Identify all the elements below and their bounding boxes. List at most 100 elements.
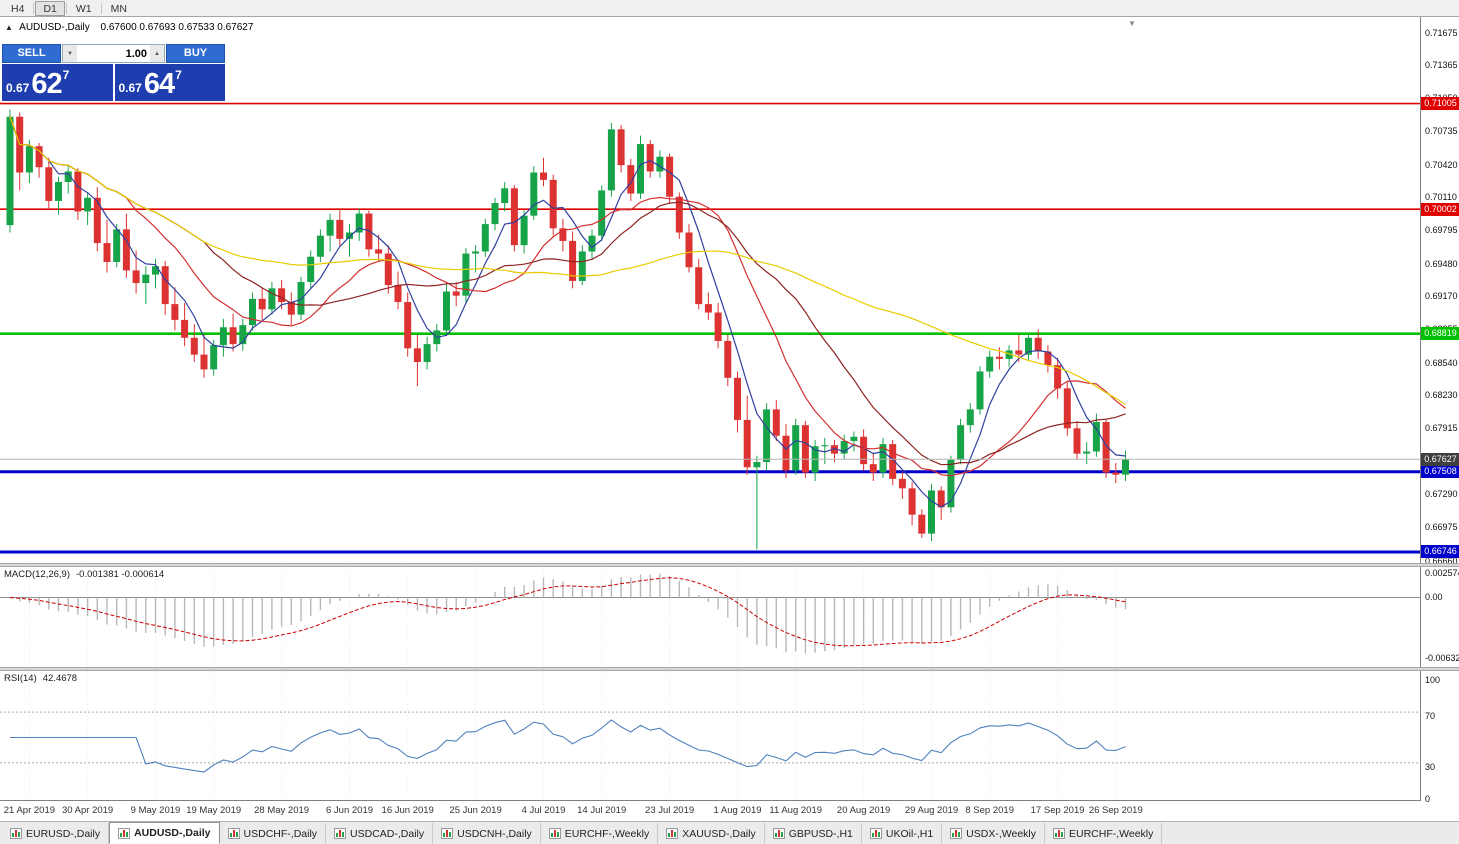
- buy-button[interactable]: BUY: [166, 44, 225, 63]
- rsi-axis-label: 30: [1425, 762, 1436, 772]
- timeframe-button-w1[interactable]: W1: [75, 2, 92, 15]
- date-label: 30 Apr 2019: [61, 805, 114, 816]
- panel-splitter[interactable]: [0, 667, 1459, 671]
- toolbar-separator: [65, 2, 67, 14]
- tab-chart-icon: [772, 828, 785, 839]
- rsi-value: 42.4678: [42, 673, 78, 684]
- lot-size-input[interactable]: [77, 45, 150, 62]
- price-tick-label: 0.71365: [1425, 60, 1458, 71]
- tab-label: USDCNH-,Daily: [457, 827, 532, 840]
- timeframe-button-d1[interactable]: D1: [35, 0, 65, 16]
- date-label: 1 Aug 2019: [713, 805, 762, 816]
- buy-price-big: 64: [143, 68, 175, 100]
- timeframe-toolbar: H4 D1 W1 MN: [0, 0, 1459, 17]
- date-label: 20 Aug 2019: [836, 805, 891, 816]
- tab-label: EURCHF-,Weekly: [564, 827, 650, 840]
- candlestick-series: [6, 109, 1129, 550]
- chart-symbol-label: AUDUSD-,Daily: [19, 22, 90, 33]
- tab-chart-icon: [548, 828, 561, 839]
- tab-label: EURCHF-,Weekly: [1069, 827, 1154, 840]
- price-tick-label: 0.69170: [1425, 291, 1458, 302]
- toolbar-separator: [33, 2, 35, 14]
- price-tick-label: 0.71675: [1425, 27, 1458, 38]
- panel-splitter[interactable]: [0, 563, 1459, 567]
- tab-chart-icon: [869, 828, 882, 839]
- hline-price-tag: 0.70002: [1421, 202, 1459, 216]
- macd-values: -0.001381 -0.000614: [76, 569, 165, 580]
- chart-tab[interactable]: XAUUSD-,Daily: [658, 823, 765, 844]
- chart-title: ▲ AUDUSD-,Daily 0.67600 0.67693 0.67533 …: [5, 22, 253, 33]
- moving-average-13: [9, 116, 1126, 477]
- current-price-tag: 0.67627: [1421, 452, 1459, 466]
- date-label: 28 May 2019: [254, 805, 310, 816]
- hline-price-tag: 0.68819: [1421, 327, 1459, 341]
- tab-chart-icon: [950, 828, 963, 839]
- date-label: 9 May 2019: [130, 805, 181, 816]
- lot-decrease-button[interactable]: ▼: [63, 45, 77, 62]
- rsi-axis-label: 0: [1425, 794, 1431, 804]
- sell-price-big: 62: [31, 68, 62, 100]
- date-label: 8 Sep 2019: [965, 805, 1014, 816]
- moving-average-5: [9, 116, 1126, 508]
- macd-panel: MACD(12,26,9) -0.001381 -0.000614: [0, 567, 1420, 667]
- chart-tab[interactable]: EURUSD-,Daily: [2, 823, 110, 844]
- date-label: 17 Sep 2019: [1030, 805, 1085, 816]
- tab-label: GBPUSD-,H1: [788, 827, 853, 840]
- tab-chart-icon: [441, 828, 454, 839]
- chart-shift-marker[interactable]: ▼: [1128, 19, 1136, 28]
- lot-size-control: ▼ ▲: [62, 44, 165, 63]
- date-label: 4 Jul 2019: [521, 805, 566, 816]
- macd-indicator-label: MACD(12,26,9) -0.001381 -0.000614: [4, 569, 164, 580]
- tab-chart-icon: [1053, 828, 1065, 839]
- chart-tab[interactable]: UKOil-,H1: [862, 823, 943, 844]
- tab-chart-icon: [227, 828, 240, 839]
- chart-tab[interactable]: EURCHF-,Weekly: [541, 823, 659, 844]
- lot-increase-button[interactable]: ▲: [150, 45, 164, 62]
- price-chart[interactable]: ▲ AUDUSD-,Daily 0.67600 0.67693 0.67533 …: [0, 17, 1420, 563]
- price-tick-label: 0.69480: [1425, 258, 1458, 269]
- sell-price-prefix: 0.67: [6, 81, 30, 95]
- rsi-line: [10, 719, 1126, 773]
- date-label: 11 Aug 2019: [769, 805, 823, 816]
- hline-price-tag: 0.71005: [1421, 97, 1459, 111]
- macd-signal-line: [9, 577, 1126, 647]
- chart-tab[interactable]: AUDUSD-,Daily: [109, 822, 220, 844]
- price-axis[interactable]: 0.716750.713650.710500.707350.704200.701…: [1420, 17, 1459, 804]
- tab-label: USDX-,Weekly: [966, 827, 1036, 840]
- rsi-axis-label: 100: [1425, 675, 1441, 685]
- timeframe-button-h4[interactable]: H4: [11, 2, 25, 15]
- rsi-canvas[interactable]: [0, 671, 1420, 800]
- sell-button[interactable]: SELL: [2, 44, 61, 63]
- chart-tab[interactable]: USDCHF-,Daily: [220, 823, 327, 844]
- buy-price-display[interactable]: 0.67 64 7: [114, 64, 225, 101]
- macd-name: MACD(12,26,9): [4, 569, 70, 580]
- chart-tab[interactable]: USDX-,Weekly: [942, 823, 1045, 844]
- macd-axis-label: 0.002574: [1425, 568, 1459, 578]
- sell-price-display[interactable]: 0.67 62 7: [2, 64, 113, 101]
- price-tick-label: 0.68540: [1425, 357, 1458, 368]
- tab-label: USDCAD-,Daily: [350, 827, 425, 840]
- chart-tab-bar: EURUSD-,Daily AUDUSD-,Daily USDCHF-,Daily U…: [0, 821, 1459, 844]
- tab-chart-icon: [10, 828, 22, 839]
- sell-price-pipette: 7: [62, 68, 70, 82]
- chart-tab[interactable]: GBPUSD-,H1: [765, 823, 862, 844]
- tab-label: UKOil-,H1: [885, 827, 934, 840]
- one-click-toggle-icon[interactable]: ▲: [5, 23, 13, 32]
- price-canvas[interactable]: [0, 17, 1420, 563]
- price-tick-label: 0.66975: [1425, 522, 1458, 533]
- chart-tab[interactable]: USDCNH-,Daily: [433, 823, 541, 844]
- rsi-name: RSI(14): [4, 673, 37, 684]
- date-label: 16 Jun 2019: [381, 805, 434, 816]
- macd-canvas[interactable]: [0, 567, 1420, 667]
- chart-ohlc-label: 0.67600 0.67693 0.67533 0.67627: [100, 22, 254, 33]
- chart-tab[interactable]: USDCAD-,Daily: [326, 823, 434, 844]
- horizontal-lines[interactable]: [0, 102, 1420, 554]
- chart-tab[interactable]: EURCHF-,Weekly: [1045, 823, 1163, 844]
- date-label: 26 Sep 2019: [1088, 805, 1143, 816]
- tab-label: EURUSD-,Daily: [26, 827, 101, 840]
- tab-label: USDCHF-,Daily: [243, 827, 318, 840]
- buy-price-pipette: 7: [175, 68, 182, 82]
- time-axis[interactable]: 21 Apr 2019 30 Apr 2019 9 May 2019 19 May 2…: [0, 800, 1459, 821]
- timeframe-button-mn[interactable]: MN: [110, 2, 127, 15]
